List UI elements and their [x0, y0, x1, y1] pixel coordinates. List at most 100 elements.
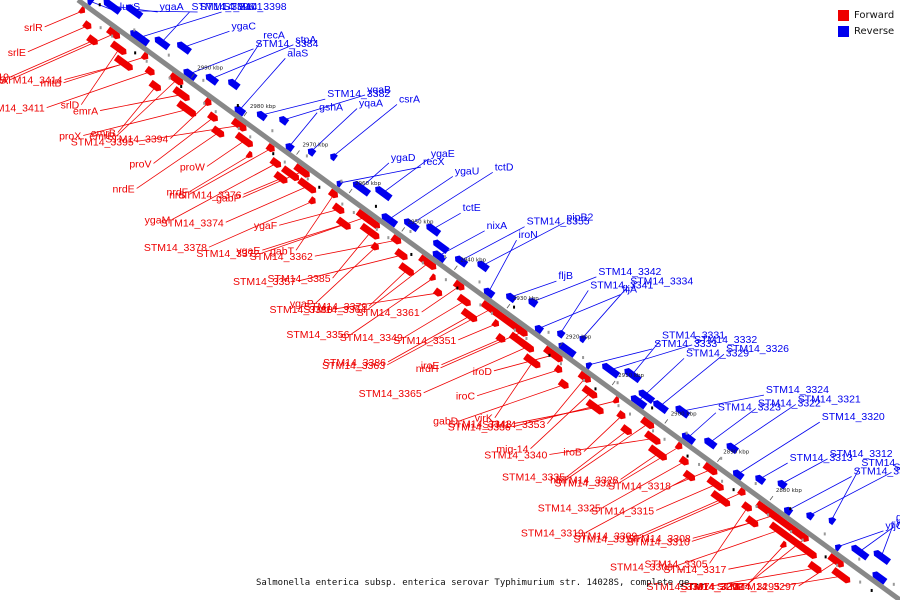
reverse-callout-line — [482, 222, 565, 266]
tick-label: 2980 kbp — [250, 104, 276, 110]
forward-gene-label: STM14_3349 — [340, 332, 403, 344]
reverse-callout-line — [859, 526, 895, 553]
reverse-callout-line — [880, 522, 895, 557]
tick-label: 2950 kbp — [408, 219, 434, 225]
reverse-gene-label: STM14_3332 — [694, 334, 757, 346]
reverse-gene-label: STM14_3306 — [854, 466, 900, 478]
forward-gene-block — [82, 20, 92, 30]
reverse-gene-label: iroN — [519, 229, 538, 241]
tick-mark — [559, 342, 563, 347]
forward-gene-block — [460, 307, 478, 323]
legend-reverse-label: Reverse — [854, 26, 895, 37]
reverse-gene-block — [330, 153, 338, 162]
reverse-gene-block — [534, 324, 545, 335]
reverse-callout-line — [183, 30, 230, 48]
reverse-gene-block — [777, 479, 788, 490]
forward-callout-line — [368, 269, 408, 307]
forward-gene-label: STM14_3374 — [161, 217, 224, 229]
reverse-callout-line — [382, 158, 430, 194]
reverse-gene-block — [638, 389, 656, 405]
reverse-callout-line — [837, 530, 884, 548]
forward-gene-label: STM14_3353 — [482, 419, 545, 431]
forward-gene-block — [491, 318, 500, 327]
feature-mark — [698, 462, 701, 466]
reverse-gene-label: yqaB — [367, 84, 391, 96]
forward-gene-label: STM14_3319 — [521, 527, 584, 539]
reverse-callout-line — [288, 112, 318, 147]
reverse-gene-block — [585, 362, 593, 370]
forward-gene-label: STM14_3307 — [647, 581, 710, 593]
reverse-gene-block — [426, 223, 442, 237]
forward-gene-label: gabD — [433, 416, 459, 428]
forward-gene-label: STM14_3315 — [591, 505, 654, 517]
forward-callout-line — [351, 277, 434, 335]
reverse-gene-label: ygaE — [431, 148, 455, 160]
reverse-gene-label: STM14_3401 — [200, 1, 263, 13]
forward-gene-block — [269, 156, 282, 168]
forward-gene-block — [523, 353, 541, 369]
reverse-callout-line — [781, 458, 828, 485]
reverse-gene-label: STM14_3320 — [822, 411, 885, 423]
legend-forward-label: Forward — [854, 10, 895, 21]
feature-mark — [732, 488, 735, 492]
forward-callout-line — [44, 10, 83, 28]
tick-mark — [769, 495, 774, 501]
reverse-callout-line — [659, 353, 725, 407]
reverse-callout-line — [360, 162, 390, 189]
forward-callout-line — [315, 246, 377, 304]
reverse-gene-block — [234, 105, 247, 117]
forward-gene-label: STM14_3302 — [681, 581, 744, 593]
reverse-callout-line — [631, 340, 661, 375]
tick-mark — [191, 73, 195, 79]
forward-gene-block — [418, 254, 437, 271]
forward-gene-label: srlE — [8, 47, 26, 59]
forward-gene-block — [280, 165, 300, 182]
reverse-gene-block — [125, 4, 144, 20]
reverse-gene-block — [528, 297, 539, 308]
feature-mark — [387, 236, 390, 240]
reverse-callout-line — [488, 240, 517, 293]
forward-gene-block — [308, 196, 316, 205]
feature-mark — [548, 353, 551, 357]
forward-gene-block — [297, 177, 317, 194]
forward-gene-label: srlA — [0, 75, 8, 87]
forward-gene-label: iroB — [563, 447, 582, 459]
forward-gene-label: STM14_3372 — [196, 248, 259, 260]
forward-gene-label: STM14_3419 — [0, 72, 9, 84]
forward-gene-block — [210, 125, 225, 138]
forward-gene-label: STM14_3395 — [71, 137, 134, 149]
reverse-gene-block — [256, 110, 268, 122]
forward-callout-line — [512, 400, 617, 428]
feature-mark — [479, 303, 482, 307]
forward-gene-block — [230, 117, 247, 132]
forward-gene-block — [674, 441, 683, 450]
forward-gene-label: STM14_3318 — [608, 480, 671, 492]
tick-mark — [401, 227, 406, 232]
reverse-callout-line — [283, 94, 366, 121]
reverse-callout-line — [731, 404, 796, 448]
feature-mark — [340, 179, 343, 183]
forward-gene-label: hin — [550, 475, 564, 487]
forward-gene-block — [737, 487, 746, 496]
forward-callout-line — [585, 476, 691, 533]
forward-gene-label: STM14_3378 — [144, 242, 207, 254]
feature-mark — [180, 84, 183, 88]
feature-mark — [456, 286, 459, 290]
forward-gene-label: nrdF — [167, 186, 189, 198]
reverse-callout-line — [559, 290, 589, 334]
feature-mark — [168, 76, 171, 80]
forward-callout-line — [441, 338, 502, 366]
tick-mark — [506, 303, 511, 309]
reverse-gene-block — [205, 73, 220, 86]
gene-blocks — [78, 0, 892, 585]
forward-gene-block — [331, 202, 345, 215]
reverse-callout-line — [133, 10, 198, 13]
feature-mark — [663, 437, 666, 441]
reverse-gene-block — [872, 571, 888, 585]
forward-callout-line — [46, 71, 151, 109]
reverse-gene-block — [579, 335, 588, 344]
feature-mark — [444, 278, 447, 282]
reverse-gene-label: STM14_3341 — [590, 279, 653, 291]
reverse-gene-block — [285, 142, 295, 153]
